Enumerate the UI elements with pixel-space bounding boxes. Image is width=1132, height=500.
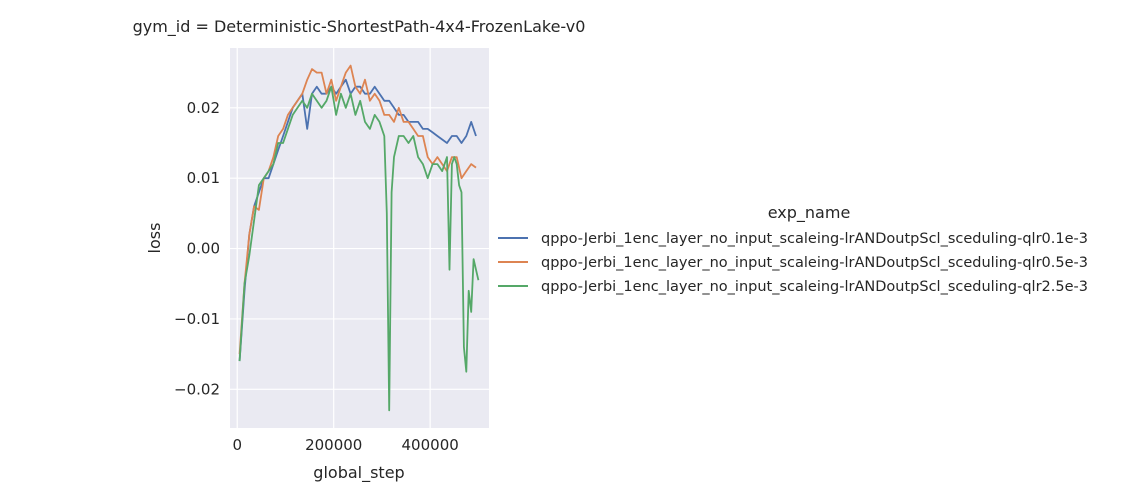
x-tick-label: 200000 <box>305 436 362 454</box>
y-tick-label: 0.00 <box>187 240 220 258</box>
x-axis-label: global_step <box>313 463 404 483</box>
series-line-1 <box>238 78 477 362</box>
legend-label-2: qppo-Jerbi_1enc_layer_no_input_scaleing-… <box>541 255 1088 271</box>
x-tick-label: 0 <box>232 436 242 454</box>
y-tick-label: 0.01 <box>187 169 220 187</box>
legend-label-3: qppo-Jerbi_1enc_layer_no_input_scaleing-… <box>541 279 1088 295</box>
y-axis-label: loss <box>145 223 164 254</box>
legend: exp_name qppo-Jerbi_1enc_layer_no_input_… <box>498 203 1088 295</box>
series-line-3 <box>238 85 480 412</box>
legend-title: exp_name <box>768 203 851 223</box>
y-tick-label: 0.02 <box>187 99 220 117</box>
legend-label-1: qppo-Jerbi_1enc_layer_no_input_scaleing-… <box>541 231 1088 247</box>
y-tick-label: −0.02 <box>174 380 220 398</box>
plot-background <box>230 48 489 428</box>
x-axis-ticks: 0 200000 400000 <box>232 436 458 454</box>
y-axis-ticks: −0.02 −0.01 0.00 0.01 0.02 <box>174 99 220 398</box>
series-lines <box>238 64 480 412</box>
grid <box>230 48 489 428</box>
chart-title: gym_id = Deterministic-ShortestPath-4x4-… <box>133 17 586 37</box>
y-tick-label: −0.01 <box>174 310 220 328</box>
series-line-2 <box>238 64 477 355</box>
x-tick-label: 400000 <box>402 436 459 454</box>
